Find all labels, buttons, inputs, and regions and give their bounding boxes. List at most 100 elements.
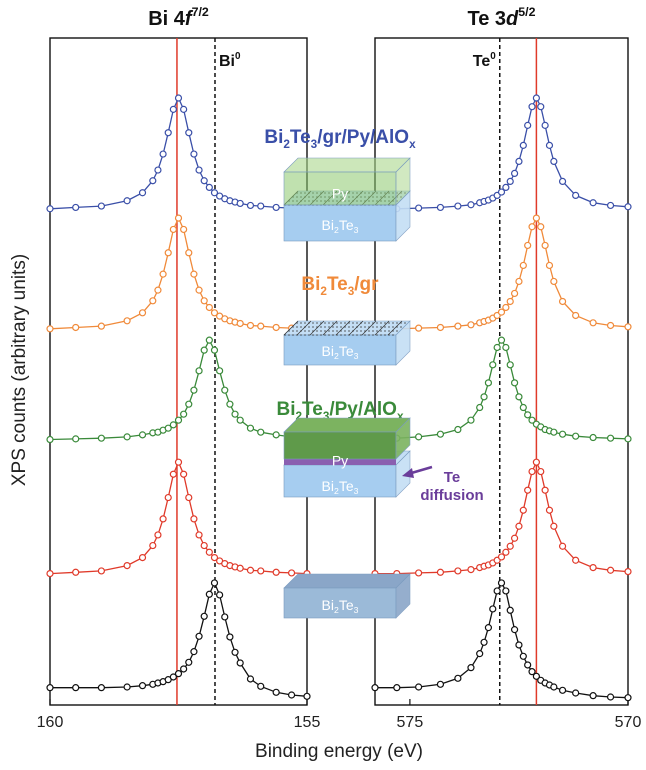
- data-point: [519, 652, 527, 660]
- data-point: [524, 486, 532, 494]
- data-point: [515, 157, 523, 165]
- data-point: [550, 157, 558, 165]
- data-point: [46, 325, 54, 333]
- panels: Bi 4f7/2​ 160 155 Bi0​ Te 3d5/2​ 575 570 Te0​: [37, 5, 642, 731]
- data-point: [541, 121, 549, 129]
- py-side: [395, 157, 411, 206]
- data-point: [454, 674, 462, 682]
- data-point: [236, 319, 244, 328]
- data-point: [205, 336, 213, 344]
- graphene: [283, 320, 299, 336]
- data-point: [371, 684, 379, 692]
- data-point: [169, 225, 177, 234]
- data-point: [436, 323, 445, 332]
- data-point: [123, 317, 131, 325]
- data-point: [180, 105, 188, 113]
- panel: Bi 4f7/2​ 160 155 Bi0​: [37, 5, 321, 731]
- data-point: [159, 515, 167, 523]
- plot-frame: [374, 37, 629, 706]
- data-point: [541, 486, 549, 494]
- subscript: 2: [334, 225, 339, 235]
- data-point: [195, 531, 203, 539]
- text-part: Te: [290, 127, 311, 148]
- data-point: [502, 587, 510, 595]
- text-part: Te: [339, 217, 354, 233]
- data-point: [510, 169, 519, 178]
- data-point: [72, 684, 80, 692]
- data-point: [558, 542, 567, 550]
- data-point: [467, 664, 475, 672]
- data-point: [174, 416, 183, 424]
- data-point: [97, 567, 106, 575]
- data-point: [572, 311, 580, 320]
- text-part: Bi: [322, 217, 334, 233]
- data-point: [246, 424, 255, 432]
- data-point: [572, 556, 580, 564]
- data-point: [226, 633, 234, 641]
- data-point: [497, 579, 506, 587]
- subscript: 2: [334, 351, 339, 361]
- data-point: [537, 103, 545, 111]
- data-point: [537, 223, 545, 231]
- data-point: [515, 393, 523, 401]
- data-point: [154, 531, 162, 539]
- data-point: [236, 659, 244, 667]
- spectrum-line: [49, 216, 308, 330]
- subscript: x: [409, 138, 416, 151]
- data-point: [532, 458, 540, 466]
- data-point: [506, 361, 514, 369]
- data-point: [205, 303, 213, 312]
- data-point: [205, 590, 213, 598]
- data-point: [123, 197, 131, 205]
- data-point: [489, 361, 497, 369]
- py-top: [283, 417, 411, 433]
- data-point: [467, 321, 475, 329]
- data-point: [272, 568, 280, 576]
- data-point: [606, 201, 615, 210]
- text-part: Bi: [301, 274, 320, 295]
- y-axis-label: XPS counts (arbitrary units): [9, 254, 30, 486]
- data-point: [528, 416, 536, 424]
- data-point: [138, 553, 147, 562]
- subscript: 3: [354, 225, 359, 235]
- data-point: [180, 470, 188, 478]
- data-point: [200, 177, 208, 185]
- spectrum-line: [49, 460, 308, 575]
- data-point: [195, 632, 203, 640]
- panel: Te 3d5/2​ 575 570 Te0​: [371, 5, 642, 731]
- subscript: 3: [323, 410, 330, 423]
- x-axis-label: Binding energy (eV): [255, 741, 423, 762]
- data-point: [484, 379, 493, 387]
- italic-part: f: [185, 8, 194, 30]
- data-point: [519, 506, 527, 514]
- data-point: [257, 567, 265, 575]
- data-point: [545, 506, 554, 514]
- data-point: [467, 565, 475, 574]
- data-point: [272, 323, 280, 332]
- py-side: [395, 417, 411, 460]
- data-point: [190, 648, 198, 656]
- data-point: [210, 579, 219, 587]
- data-point: [497, 336, 506, 344]
- data-point: [210, 189, 219, 197]
- subscript: x: [397, 410, 404, 423]
- data-point: [558, 686, 567, 694]
- bi2te3-top: [283, 573, 411, 589]
- rich-text: Te0​: [473, 51, 496, 70]
- diffusion-arrowhead: [402, 468, 414, 478]
- data-point: [72, 203, 80, 212]
- data-point: [550, 428, 558, 436]
- diffusion-label: diffusion: [420, 487, 483, 504]
- data-point: [524, 241, 532, 250]
- data-point: [589, 319, 597, 327]
- data-point: [606, 434, 615, 442]
- x-tick-label: 570: [615, 714, 642, 731]
- data-point: [589, 199, 597, 207]
- data-point: [624, 203, 632, 211]
- data-point: [519, 141, 527, 149]
- data-point: [257, 322, 265, 330]
- data-point: [185, 129, 193, 137]
- data-point: [519, 261, 527, 270]
- data-point: [257, 428, 265, 436]
- text-part: /Py/AlO: [329, 399, 397, 420]
